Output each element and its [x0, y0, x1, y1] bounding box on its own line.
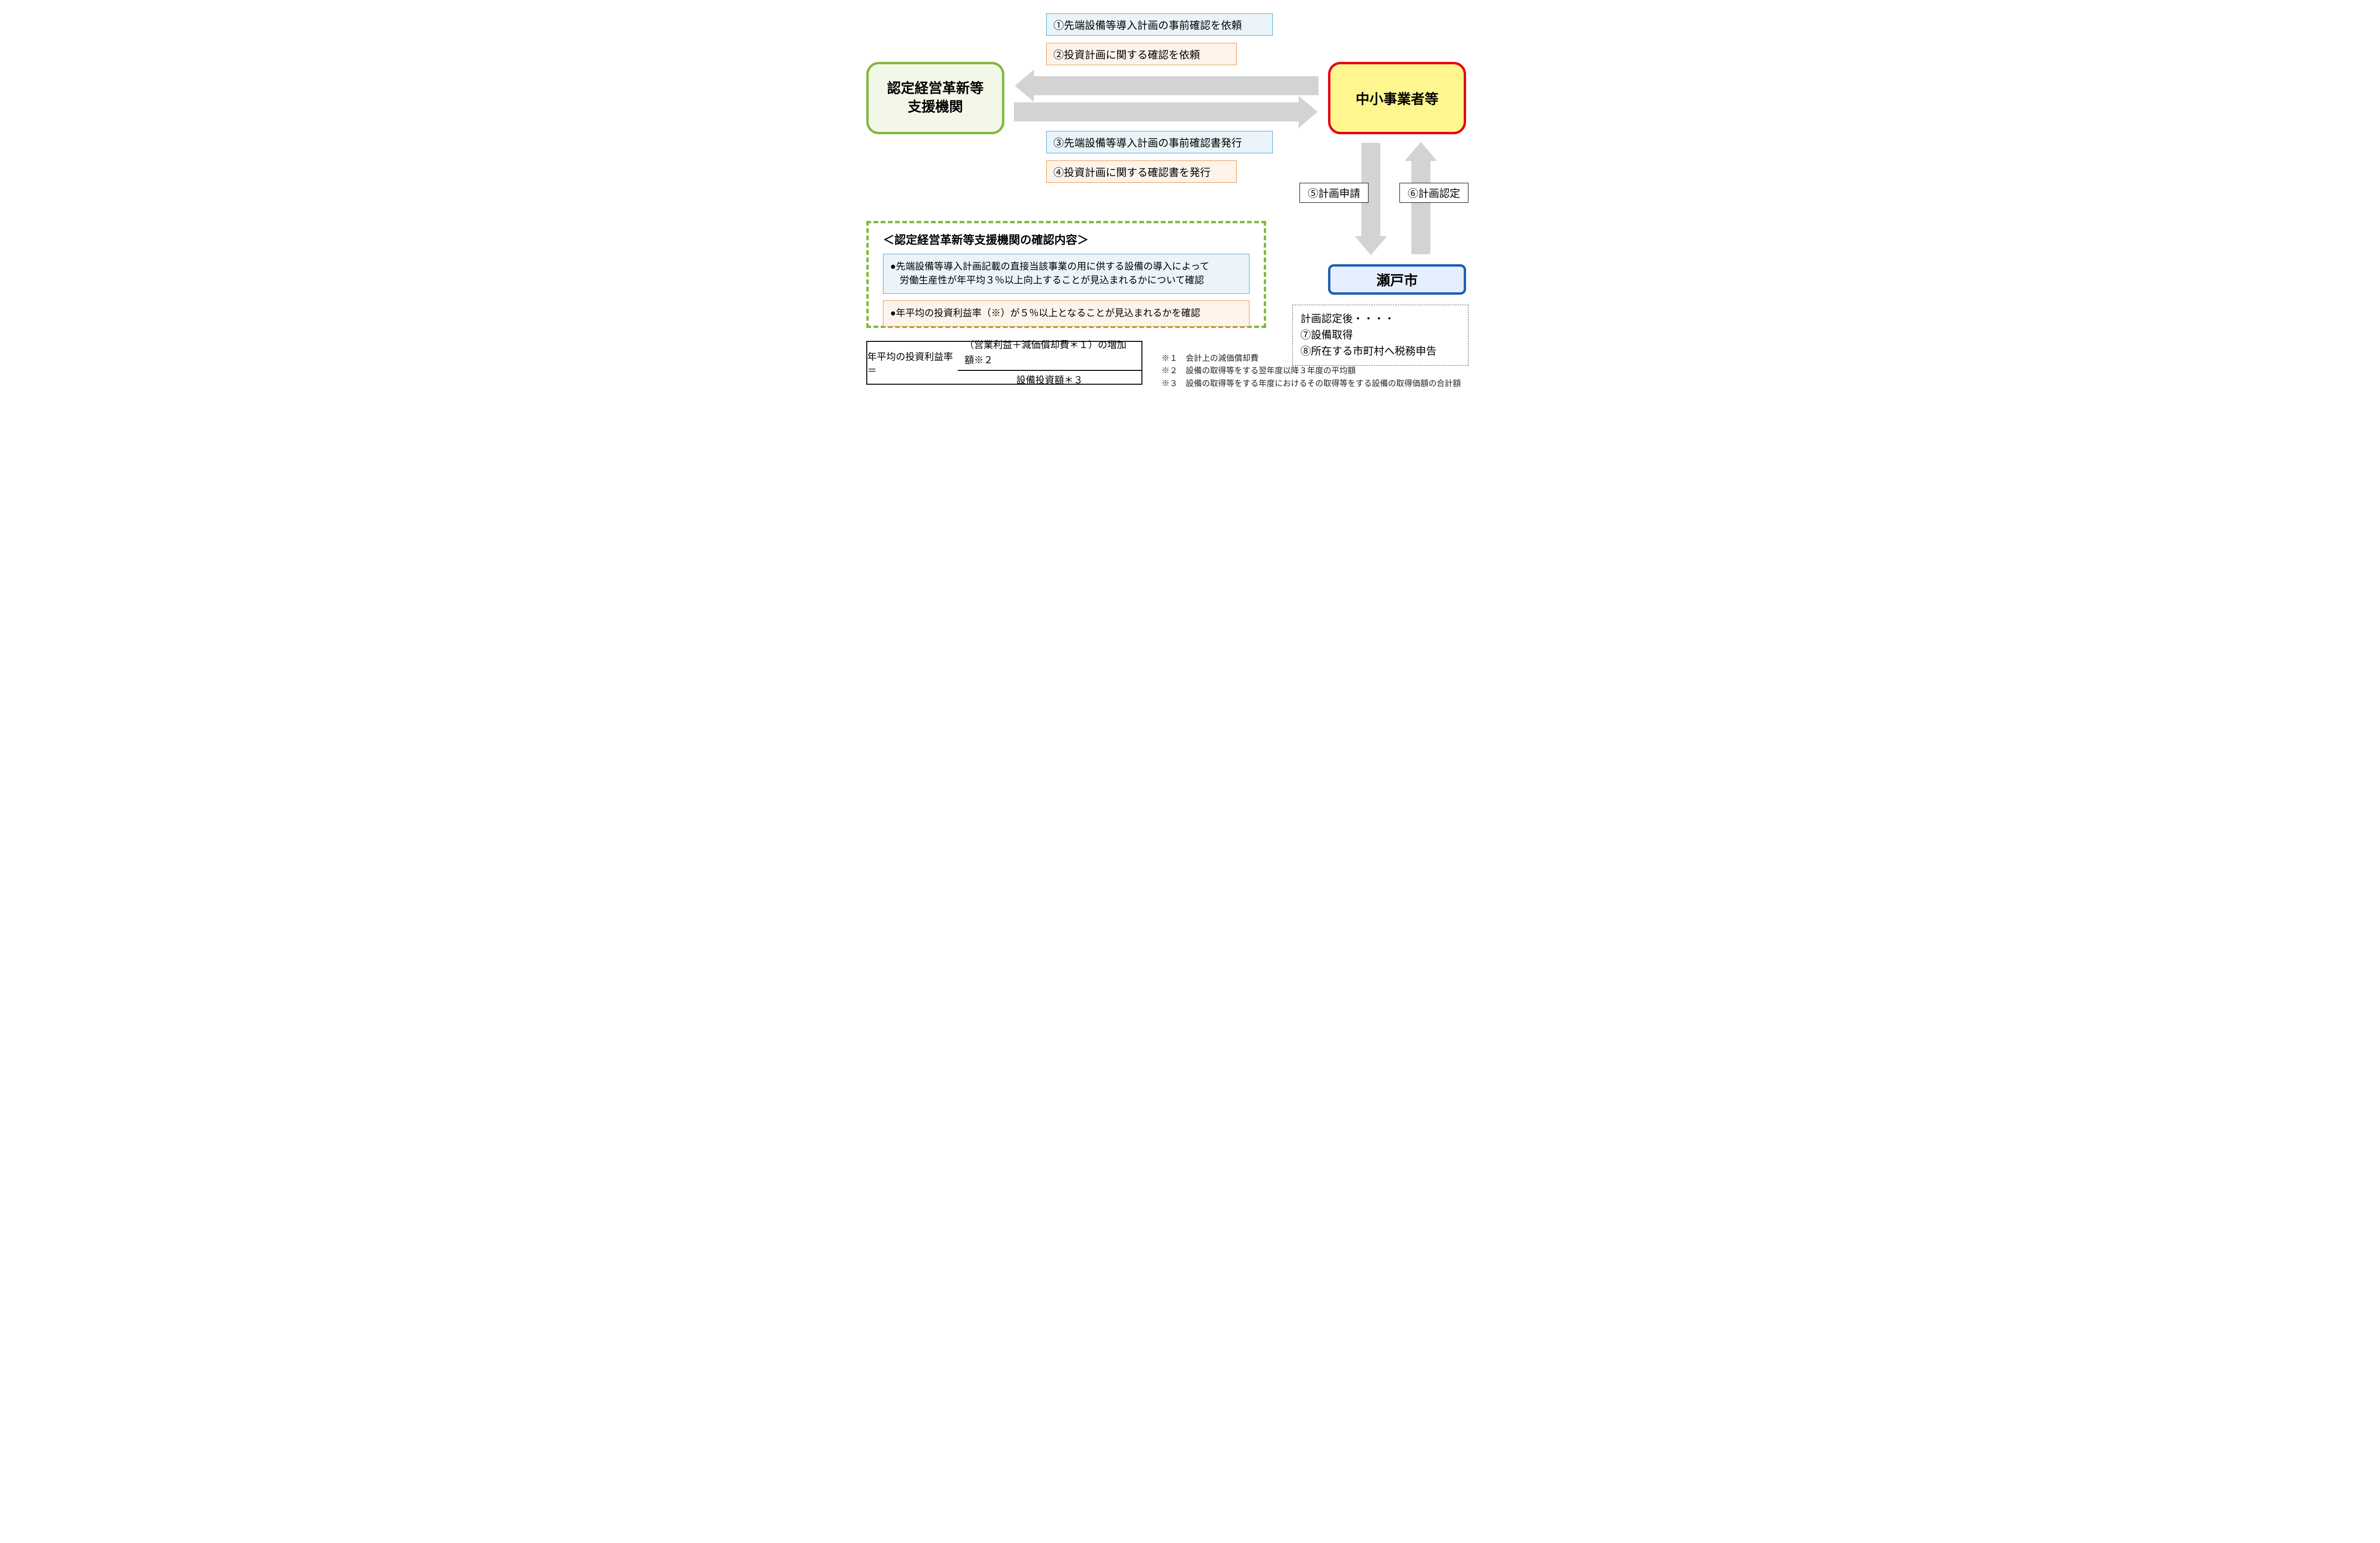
arrow-right-bar [1014, 102, 1299, 121]
step-7: ⑦設備取得 [1300, 327, 1460, 343]
footnote-1: ※１ 会計上の減価償却費 [1161, 352, 1461, 365]
arrow-down-head [1355, 236, 1387, 255]
node-support-org: 認定経営革新等支援機関 [866, 62, 1004, 134]
formula-denominator: 設備投資額＊３ [1016, 371, 1083, 388]
diagram-canvas: 認定経営革新等支援機関 中小事業者等 瀬戸市 ①先端設備等導入計画の事前確認を依… [847, 0, 1533, 400]
node-city: 瀬戸市 [1328, 264, 1466, 295]
arrow-left-bar [1034, 76, 1319, 95]
step-1: ①先端設備等導入計画の事前確認を依頼 [1046, 13, 1273, 36]
footnote-2: ※２ 設備の取得等をする翌年度以降３年度の平均額 [1161, 365, 1461, 377]
formula-lhs: 年平均の投資利益率＝ [867, 349, 953, 377]
arrow-left-head [1015, 70, 1034, 102]
footnotes: ※１ 会計上の減価償却費 ※２ 設備の取得等をする翌年度以降３年度の平均額 ※３… [1161, 352, 1461, 390]
arrow-up-bar [1411, 161, 1430, 254]
post-header: 計画認定後・・・・ [1300, 311, 1460, 327]
confirmation-panel: ＜認定経営革新等支援機関の確認内容＞ ●先端設備等導入計画記載の直接当該事業の用… [866, 221, 1266, 328]
arrow-right-head [1299, 96, 1318, 128]
formula-box: 年平均の投資利益率＝ （営業利益＋減価償却費＊１）の増加額※２ 設備投資額＊３ [866, 341, 1142, 385]
arrow-up-head [1405, 142, 1437, 161]
step-2: ②投資計画に関する確認を依頼 [1046, 43, 1237, 65]
note-productivity: ●先端設備等導入計画記載の直接当該事業の用に供する設備の導入によって 労働生産性… [883, 254, 1250, 294]
step-3: ③先端設備等導入計画の事前確認書発行 [1046, 131, 1273, 153]
step-4: ④投資計画に関する確認書を発行 [1046, 160, 1237, 183]
node-sme: 中小事業者等 [1328, 62, 1466, 134]
note-roi: ●年平均の投資利益率（※）が５％以上となることが見込まれるかを確認 [883, 300, 1250, 327]
note-productivity-l2: 労働生産性が年平均３％以上向上することが見込まれるかについて確認 [890, 274, 1242, 288]
step-6: ⑥計画認定 [1399, 183, 1468, 203]
note-productivity-l1: ●先端設備等導入計画記載の直接当該事業の用に供する設備の導入によって [890, 260, 1242, 274]
step-5: ⑤計画申請 [1299, 183, 1368, 203]
panel-title: ＜認定経営革新等支援機関の確認内容＞ [883, 230, 1250, 247]
formula-numerator: （営業利益＋減価償却費＊１）の増加額※２ [958, 338, 1141, 371]
footnote-3: ※３ 設備の取得等をする年度におけるその取得等をする設備の取得価額の合計額 [1161, 378, 1461, 390]
